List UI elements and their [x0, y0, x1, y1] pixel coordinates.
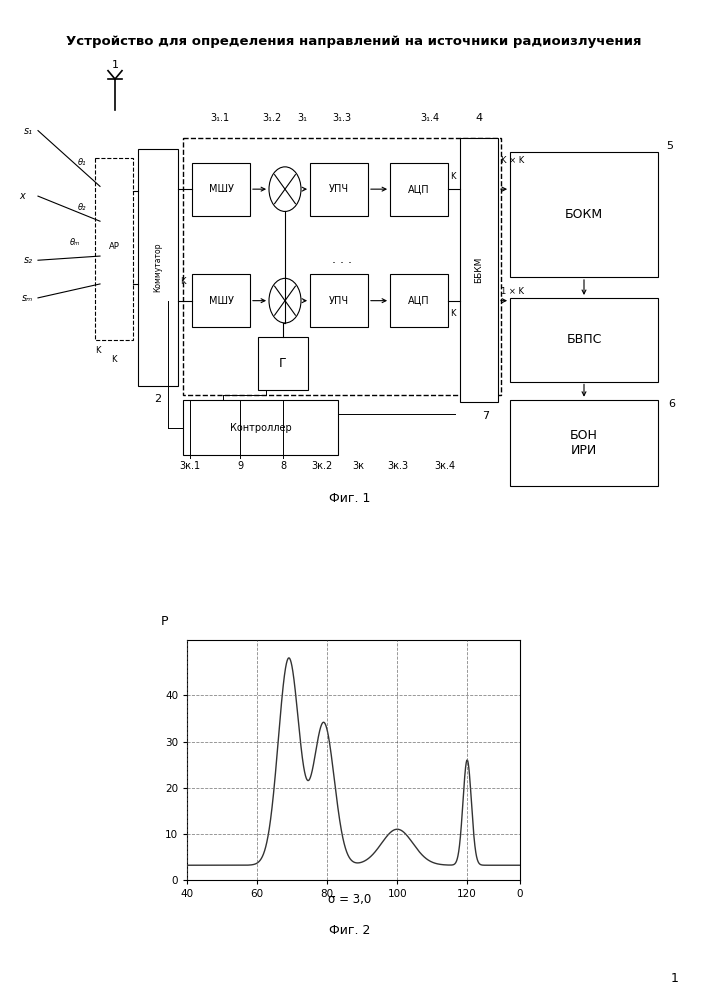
Text: 1: 1	[671, 972, 679, 985]
Text: K: K	[450, 172, 455, 181]
Text: УПЧ: УПЧ	[329, 296, 349, 306]
Text: · · ·: · · ·	[332, 257, 352, 270]
Text: АР: АР	[109, 242, 119, 251]
Text: 7: 7	[482, 411, 489, 421]
Text: МШУ: МШУ	[209, 296, 233, 306]
Text: Коммутатор: Коммутатор	[153, 242, 163, 292]
Text: K: K	[111, 355, 117, 364]
Text: K: K	[95, 346, 100, 355]
Text: 1: 1	[112, 60, 119, 70]
Text: s₁: s₁	[23, 126, 33, 136]
Text: K × K: K × K	[501, 156, 525, 165]
Bar	[310, 163, 368, 216]
Text: K: K	[180, 277, 185, 286]
Text: 6: 6	[668, 399, 675, 409]
Bar	[510, 298, 658, 382]
Text: Фиг. 2: Фиг. 2	[329, 924, 370, 937]
Bar	[390, 163, 448, 216]
Text: 3к.1: 3к.1	[180, 461, 201, 471]
Text: θ₂: θ₂	[78, 203, 86, 212]
Bar	[138, 149, 178, 386]
Bar	[258, 337, 308, 390]
Text: МШУ: МШУ	[209, 184, 233, 194]
Bar	[95, 158, 133, 340]
Bar	[183, 138, 501, 395]
Text: УПЧ: УПЧ	[329, 184, 349, 194]
Text: 3к: 3к	[352, 461, 364, 471]
Text: ББКМ: ББКМ	[474, 257, 484, 283]
Text: 9: 9	[237, 461, 243, 471]
Text: БВПС: БВПС	[566, 333, 602, 346]
Text: θₘ: θₘ	[70, 238, 80, 247]
Bar	[390, 274, 448, 327]
Text: 3₁.4: 3₁.4	[421, 113, 440, 123]
Text: БОКМ: БОКМ	[565, 208, 603, 221]
Bar	[510, 152, 658, 277]
Text: АЦП: АЦП	[408, 296, 430, 306]
Text: БОН
ИРИ: БОН ИРИ	[570, 429, 598, 457]
Bar	[310, 274, 368, 327]
Text: 3₁.1: 3₁.1	[211, 113, 230, 123]
Text: 3к.3: 3к.3	[387, 461, 409, 471]
Text: sₘ: sₘ	[23, 293, 34, 303]
Text: 2: 2	[154, 394, 162, 404]
Text: x: x	[19, 191, 25, 201]
Text: θ₁: θ₁	[78, 158, 86, 167]
Text: σ = 3,0: σ = 3,0	[328, 893, 372, 906]
Text: Контроллер: Контроллер	[230, 423, 291, 433]
Bar	[460, 138, 498, 402]
Text: 3₁: 3₁	[297, 113, 307, 123]
Text: K: K	[450, 309, 455, 318]
Text: 1 × K: 1 × K	[501, 287, 524, 296]
Bar	[192, 163, 250, 216]
Text: 8: 8	[280, 461, 286, 471]
Text: Фиг. 1: Фиг. 1	[329, 492, 370, 505]
Text: P: P	[160, 615, 168, 628]
Bar	[183, 400, 338, 455]
Text: Г: Г	[279, 357, 287, 370]
Text: 4: 4	[475, 113, 483, 123]
Text: 3₁.2: 3₁.2	[262, 113, 281, 123]
Text: s₂: s₂	[23, 255, 33, 265]
Text: АЦП: АЦП	[408, 184, 430, 194]
Text: 5: 5	[666, 141, 673, 151]
Text: 3к.2: 3к.2	[311, 461, 332, 471]
Bar	[192, 274, 250, 327]
Text: Устройство для определения направлений на источники радиоизлучения: Устройство для определения направлений н…	[66, 35, 641, 48]
Text: 3₁.3: 3₁.3	[332, 113, 351, 123]
Text: 3к.4: 3к.4	[434, 461, 455, 471]
Bar	[510, 400, 658, 486]
